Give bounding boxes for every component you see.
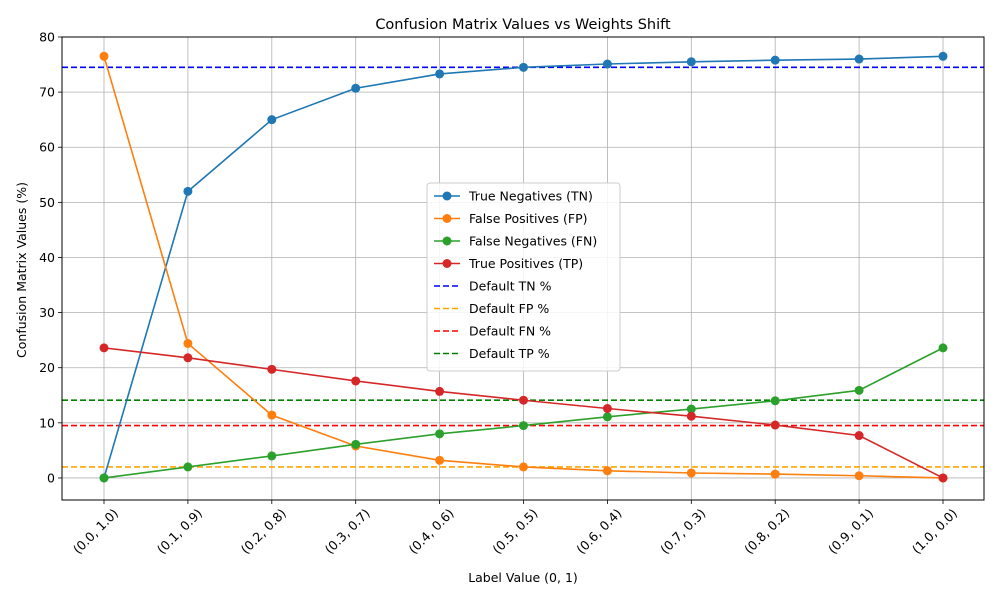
data-point (351, 439, 361, 449)
x-tick-label: (0.4, 0.6) (405, 506, 456, 557)
y-tick-label: 60 (39, 140, 55, 155)
data-point (686, 468, 696, 478)
x-tick-label: (0.0, 1.0) (70, 506, 121, 557)
data-point (183, 462, 193, 472)
plot-frame (61, 36, 985, 501)
data-point (519, 421, 528, 431)
legend-marker-swatch (442, 191, 452, 201)
data-point (267, 410, 277, 420)
x-axis-label: Label Value (0, 1) (468, 570, 578, 585)
data-point (854, 54, 864, 64)
data-series (99, 51, 948, 483)
data-point (519, 462, 528, 472)
y-tick-label: 40 (39, 250, 55, 265)
data-point (686, 404, 696, 414)
data-point (99, 473, 109, 483)
data-point (351, 376, 361, 386)
legend-label: Default TN % (469, 279, 552, 294)
data-point (938, 51, 948, 61)
data-point (686, 57, 696, 67)
data-point (99, 51, 109, 61)
legend-label: False Negatives (FN) (469, 234, 597, 249)
data-point (938, 343, 948, 353)
x-tick-label: (0.8, 0.2) (741, 506, 792, 557)
data-point (435, 69, 445, 79)
data-point (770, 420, 780, 430)
legend-label: True Positives (TP) (468, 256, 583, 271)
data-point (435, 429, 445, 439)
x-tick-label: (0.2, 0.8) (238, 506, 289, 557)
data-point (602, 404, 612, 414)
data-point (183, 353, 193, 363)
legend-marker-swatch (442, 259, 452, 268)
legend-label: True Negatives (TN) (468, 189, 593, 204)
y-tick-label: 0 (47, 470, 55, 485)
data-point (519, 395, 528, 405)
data-point (519, 62, 528, 72)
chart-title: Confusion Matrix Values vs Weights Shift (375, 17, 671, 33)
data-point (435, 455, 445, 465)
data-point (267, 115, 277, 125)
data-point (602, 59, 612, 69)
x-tick-label: (0.7, 0.3) (657, 506, 708, 557)
data-point (351, 83, 361, 93)
data-point (267, 364, 277, 374)
data-point (938, 473, 948, 483)
data-point (99, 343, 109, 353)
data-point (770, 469, 780, 479)
x-tick-label: (0.3, 0.7) (322, 506, 373, 557)
data-point (686, 411, 696, 421)
x-axis-ticks: (0.0, 1.0) (0.1, 0.9) (0.2, 0.8) (0.3, 0.7)… (70, 500, 960, 557)
data-point (770, 396, 780, 406)
data-point (602, 412, 612, 422)
legend-label: Default FN % (469, 324, 551, 339)
y-tick-label: 20 (39, 360, 55, 375)
data-point (770, 55, 780, 65)
x-tick-label: (1.0, 0.0) (909, 506, 960, 557)
data-point (183, 186, 193, 196)
legend-label: Default FP % (469, 301, 549, 316)
y-tick-label: 80 (39, 30, 55, 45)
legend-label: Default TP % (469, 346, 550, 361)
legend-box (426, 182, 621, 372)
legend-marker-swatch (442, 214, 452, 223)
legend-marker-swatch (442, 236, 452, 246)
data-point (854, 385, 864, 395)
y-axis-label: Confusion Matrix Values (%) (14, 182, 29, 358)
data-point (854, 471, 864, 481)
x-tick-label: (0.1, 0.9) (154, 506, 205, 557)
x-tick-label: (0.6, 0.4) (573, 506, 624, 557)
data-point (854, 431, 864, 441)
y-tick-label: 30 (39, 305, 55, 320)
y-tick-label: 10 (39, 415, 55, 430)
data-point (267, 451, 277, 461)
y-axis-ticks: 0 10 20 30 40 50 60 70 80 (39, 30, 62, 485)
y-tick-label: 50 (39, 195, 55, 210)
x-tick-label: (0.5, 0.5) (489, 506, 540, 557)
data-point (602, 466, 612, 476)
legend-label: False Positives (FP) (469, 211, 588, 226)
y-tick-label: 70 (39, 85, 55, 100)
legend: True Negatives (TN) False Positives (FP) F… (426, 182, 621, 372)
x-tick-label: (0.9, 0.1) (825, 506, 876, 557)
data-point (435, 386, 445, 396)
data-point (183, 338, 193, 348)
